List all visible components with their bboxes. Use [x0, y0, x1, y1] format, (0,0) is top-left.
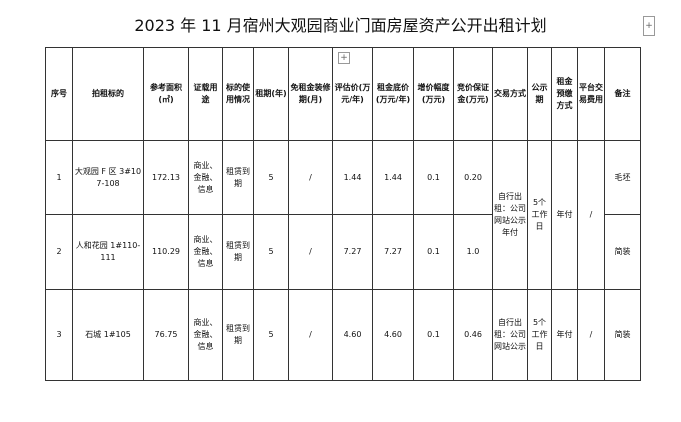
header-cell: 竞价保证金(万元)	[453, 47, 493, 141]
table-cell: 简装	[604, 214, 641, 290]
table-cell: 1.0	[453, 214, 493, 290]
table-cell: 110.29	[143, 214, 189, 290]
header-cell: 证载用途	[188, 47, 223, 141]
table: 序号 拍租标的 参考面积(㎡) 证载用途 标的使用情况 租期(年) 免租金装修期(月) 评估价…	[45, 47, 641, 381]
table-cell: 5	[253, 140, 289, 215]
header-cell: 免租金装修期(月)	[288, 47, 333, 141]
table-cell: /	[288, 140, 333, 215]
table-cell: 租赁到期	[222, 289, 254, 381]
table-cell: 1	[45, 140, 73, 215]
table-cell: 5	[253, 289, 289, 381]
table-cell: 商业、金融、信息	[188, 140, 223, 215]
table-cell: 0.1	[413, 214, 454, 290]
table-cell: 0.46	[453, 289, 493, 381]
table-cell: 0.20	[453, 140, 493, 215]
table-cell: 大观园 F 区 3#107-108	[72, 140, 144, 215]
table-cell: 76.75	[143, 289, 189, 381]
table-cell: 2	[45, 214, 73, 290]
header-cell: 租期(年)	[253, 47, 289, 141]
header-cell: 备注	[604, 47, 641, 141]
table-cell: 租赁到期	[222, 214, 254, 290]
table-cell: 石城 1#105	[72, 289, 144, 381]
header-cell: 租金底价(万元/年)	[372, 47, 414, 141]
table-cell: 毛坯	[604, 140, 641, 215]
table-cell: 5	[253, 214, 289, 290]
table-cell: 0.1	[413, 140, 454, 215]
table-cell: 商业、金融、信息	[188, 289, 223, 381]
table-cell: 自行出租：公司网站公示年付	[492, 140, 528, 290]
header-cell: 交易方式	[492, 47, 528, 141]
title: 2023 年 11 月宿州大观园商业门面房屋资产公开出租计划	[134, 16, 547, 35]
table-cell: 简装	[604, 289, 641, 381]
table-cell: 3	[45, 289, 73, 381]
header-cell: 拍租标的	[72, 47, 144, 141]
table-cell: 商业、金融、信息	[188, 214, 223, 290]
table-cell: /	[288, 214, 333, 290]
table-cell: 年付	[551, 140, 578, 290]
table-cell: /	[577, 140, 605, 290]
header-cell: 平台交易费用	[577, 47, 605, 141]
table-cell: 1.44	[332, 140, 373, 215]
header-cell: 序号	[45, 47, 73, 141]
table-cell: 自行出租：公司网站公示	[492, 289, 528, 381]
table-cell: /	[577, 289, 605, 381]
table-cell: 人和花园 1#110-111	[72, 214, 144, 290]
table-cell: 172.13	[143, 140, 189, 215]
table-cell: 5个工作日	[527, 289, 552, 381]
table-cell: 5个工作日	[527, 140, 552, 290]
header-cell: 标的使用情况	[222, 47, 254, 141]
header-cell: 增价幅度(万元)	[413, 47, 454, 141]
table-cell: 0.1	[413, 289, 454, 381]
table-cell: 租赁到期	[222, 140, 254, 215]
table-cell: 7.27	[332, 214, 373, 290]
table-cell: 4.60	[372, 289, 414, 381]
table-cell: 4.60	[332, 289, 373, 381]
table-cell: 1.44	[372, 140, 414, 215]
table-cell: /	[288, 289, 333, 381]
header-cell: 租金预缴方式	[551, 47, 578, 141]
header-cell: 公示期	[527, 47, 552, 141]
header-cell: 评估价(万元/年)	[332, 47, 373, 141]
table-cell: 7.27	[372, 214, 414, 290]
header-cell: 参考面积(㎡)	[143, 47, 189, 141]
table-cell: 年付	[551, 289, 578, 381]
expand-icon[interactable]: +	[643, 16, 655, 36]
